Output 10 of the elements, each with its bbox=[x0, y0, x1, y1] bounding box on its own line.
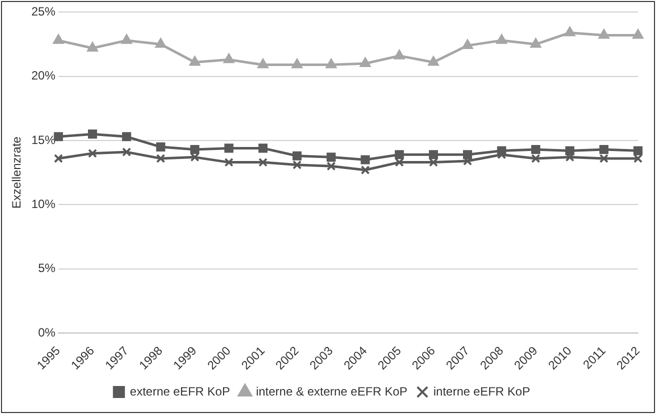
y-axis-title: Exzellenzrate bbox=[10, 136, 24, 209]
y-tick-label: 0% bbox=[38, 325, 56, 340]
y-tick-label: 10% bbox=[31, 196, 56, 211]
y-tick-label: 5% bbox=[38, 261, 56, 276]
y-tick-label: 25% bbox=[31, 4, 56, 19]
legend-label: interne & externe eEFR KoP bbox=[256, 384, 408, 398]
legend-label: interne eEFR KoP bbox=[433, 384, 530, 398]
y-tick-label: 15% bbox=[31, 132, 56, 147]
legend-label: externe eEFR KoP bbox=[130, 384, 230, 398]
y-tick-label: 20% bbox=[31, 68, 56, 83]
